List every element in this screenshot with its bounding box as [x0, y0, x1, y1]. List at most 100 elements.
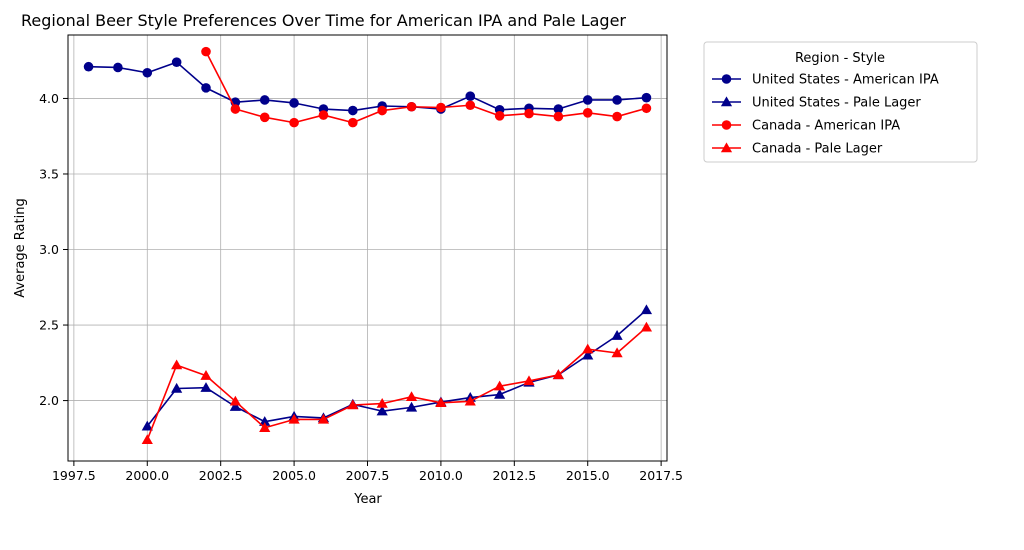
data-point — [553, 104, 564, 114]
data-point — [171, 57, 182, 67]
data-point — [582, 349, 594, 360]
x-tick-label: 2000.0 — [125, 468, 169, 483]
data-point — [582, 95, 593, 105]
x-tick-label: 2017.5 — [639, 468, 683, 483]
grid — [68, 35, 667, 461]
data-point — [288, 413, 300, 424]
x-tick-label: 2010.0 — [419, 468, 463, 483]
x-tick-label: 1997.5 — [52, 468, 96, 483]
data-point — [465, 100, 476, 111]
data-point — [259, 416, 271, 426]
data-point — [229, 395, 241, 406]
data-point — [464, 395, 476, 406]
data-point — [289, 117, 299, 128]
data-point — [406, 101, 417, 112]
data-point — [200, 382, 212, 392]
series-layer — [83, 46, 653, 445]
data-point — [142, 67, 153, 78]
data-point — [552, 369, 564, 380]
data-point — [612, 95, 622, 105]
y-tick-label: 4.0 — [39, 91, 59, 106]
data-point — [405, 391, 418, 401]
data-point — [376, 397, 388, 408]
y-tick-label: 3.5 — [39, 166, 59, 181]
data-point — [611, 330, 623, 340]
legend-marker — [721, 120, 732, 130]
data-point — [141, 420, 153, 431]
legend-marker — [720, 142, 733, 153]
y-tick-label: 3.0 — [39, 242, 59, 257]
legend-label: United States - Pale Lager — [752, 96, 921, 111]
data-point — [376, 405, 388, 416]
data-point — [229, 401, 241, 411]
series-line — [146, 326, 647, 441]
data-point — [582, 107, 593, 118]
data-point — [612, 111, 622, 122]
legend-frame — [703, 41, 978, 163]
data-point — [83, 61, 94, 72]
legend-marker — [721, 74, 732, 84]
legend-entries: United States - American IPA United State… — [712, 73, 939, 157]
series-line — [146, 309, 647, 427]
data-point — [259, 422, 271, 432]
data-point — [640, 321, 653, 332]
axes: 1997.5 2000.0 2002.5 2005.0 2007.5 2010.0 2012… — [39, 91, 683, 483]
x-tick-label: 2015.0 — [566, 468, 610, 483]
data-point — [640, 304, 653, 315]
data-point — [582, 343, 594, 354]
y-axis-label: Average Rating — [13, 198, 28, 297]
data-point — [113, 62, 123, 73]
legend-entry-united-states-american-ipa: United States - American IPA — [712, 73, 939, 88]
data-point — [465, 91, 476, 101]
data-point — [494, 111, 505, 121]
data-point — [348, 117, 358, 128]
x-axis-label: Year — [353, 492, 382, 507]
data-point — [171, 359, 183, 370]
data-point — [494, 388, 506, 399]
data-point — [201, 83, 211, 93]
data-point — [200, 370, 212, 380]
data-point — [141, 434, 153, 445]
data-point — [435, 397, 447, 408]
legend-entry-canada-pale-lager: Canada - Pale Lager — [712, 142, 883, 157]
y-tick-label: 2.5 — [39, 318, 59, 333]
data-point — [348, 105, 358, 116]
legend-entry-united-states-pale-lager: United States - Pale Lager — [712, 96, 921, 111]
legend: Region - Style United States - American … — [703, 41, 978, 163]
legend-title: Region - Style — [795, 51, 885, 66]
data-point — [405, 401, 418, 412]
data-point — [641, 103, 652, 114]
data-point — [289, 98, 299, 108]
data-point — [494, 380, 506, 391]
legend-label: Canada - Pale Lager — [752, 142, 883, 157]
data-point — [377, 105, 387, 116]
data-point — [259, 112, 270, 123]
series-line — [88, 61, 647, 112]
data-point — [611, 347, 623, 358]
series-line — [205, 51, 647, 124]
legend-label: Canada - American IPA — [752, 119, 900, 134]
legend-label: United States - American IPA — [752, 73, 939, 88]
data-point — [436, 102, 446, 113]
series-united-states-pale-lager — [141, 304, 653, 431]
series-canada-american-ipa — [201, 46, 652, 128]
data-point — [259, 95, 270, 105]
legend-entry-canada-american-ipa: Canada - American IPA — [712, 119, 900, 134]
legend-marker — [720, 96, 733, 107]
data-point — [523, 375, 535, 386]
x-tick-label: 2002.5 — [199, 468, 243, 483]
data-point — [347, 399, 359, 410]
data-point — [317, 413, 330, 424]
data-point — [230, 104, 241, 114]
data-point — [524, 108, 534, 119]
y-tick-label: 2.0 — [39, 393, 59, 408]
x-tick-label: 2005.0 — [272, 468, 316, 483]
series-canada-pale-lager — [141, 321, 653, 445]
data-point — [641, 92, 652, 103]
x-tick-label: 2007.5 — [346, 468, 390, 483]
x-tick-label: 2012.5 — [492, 468, 536, 483]
data-point — [318, 110, 329, 120]
chart-title: Regional Beer Style Preferences Over Tim… — [21, 11, 626, 30]
